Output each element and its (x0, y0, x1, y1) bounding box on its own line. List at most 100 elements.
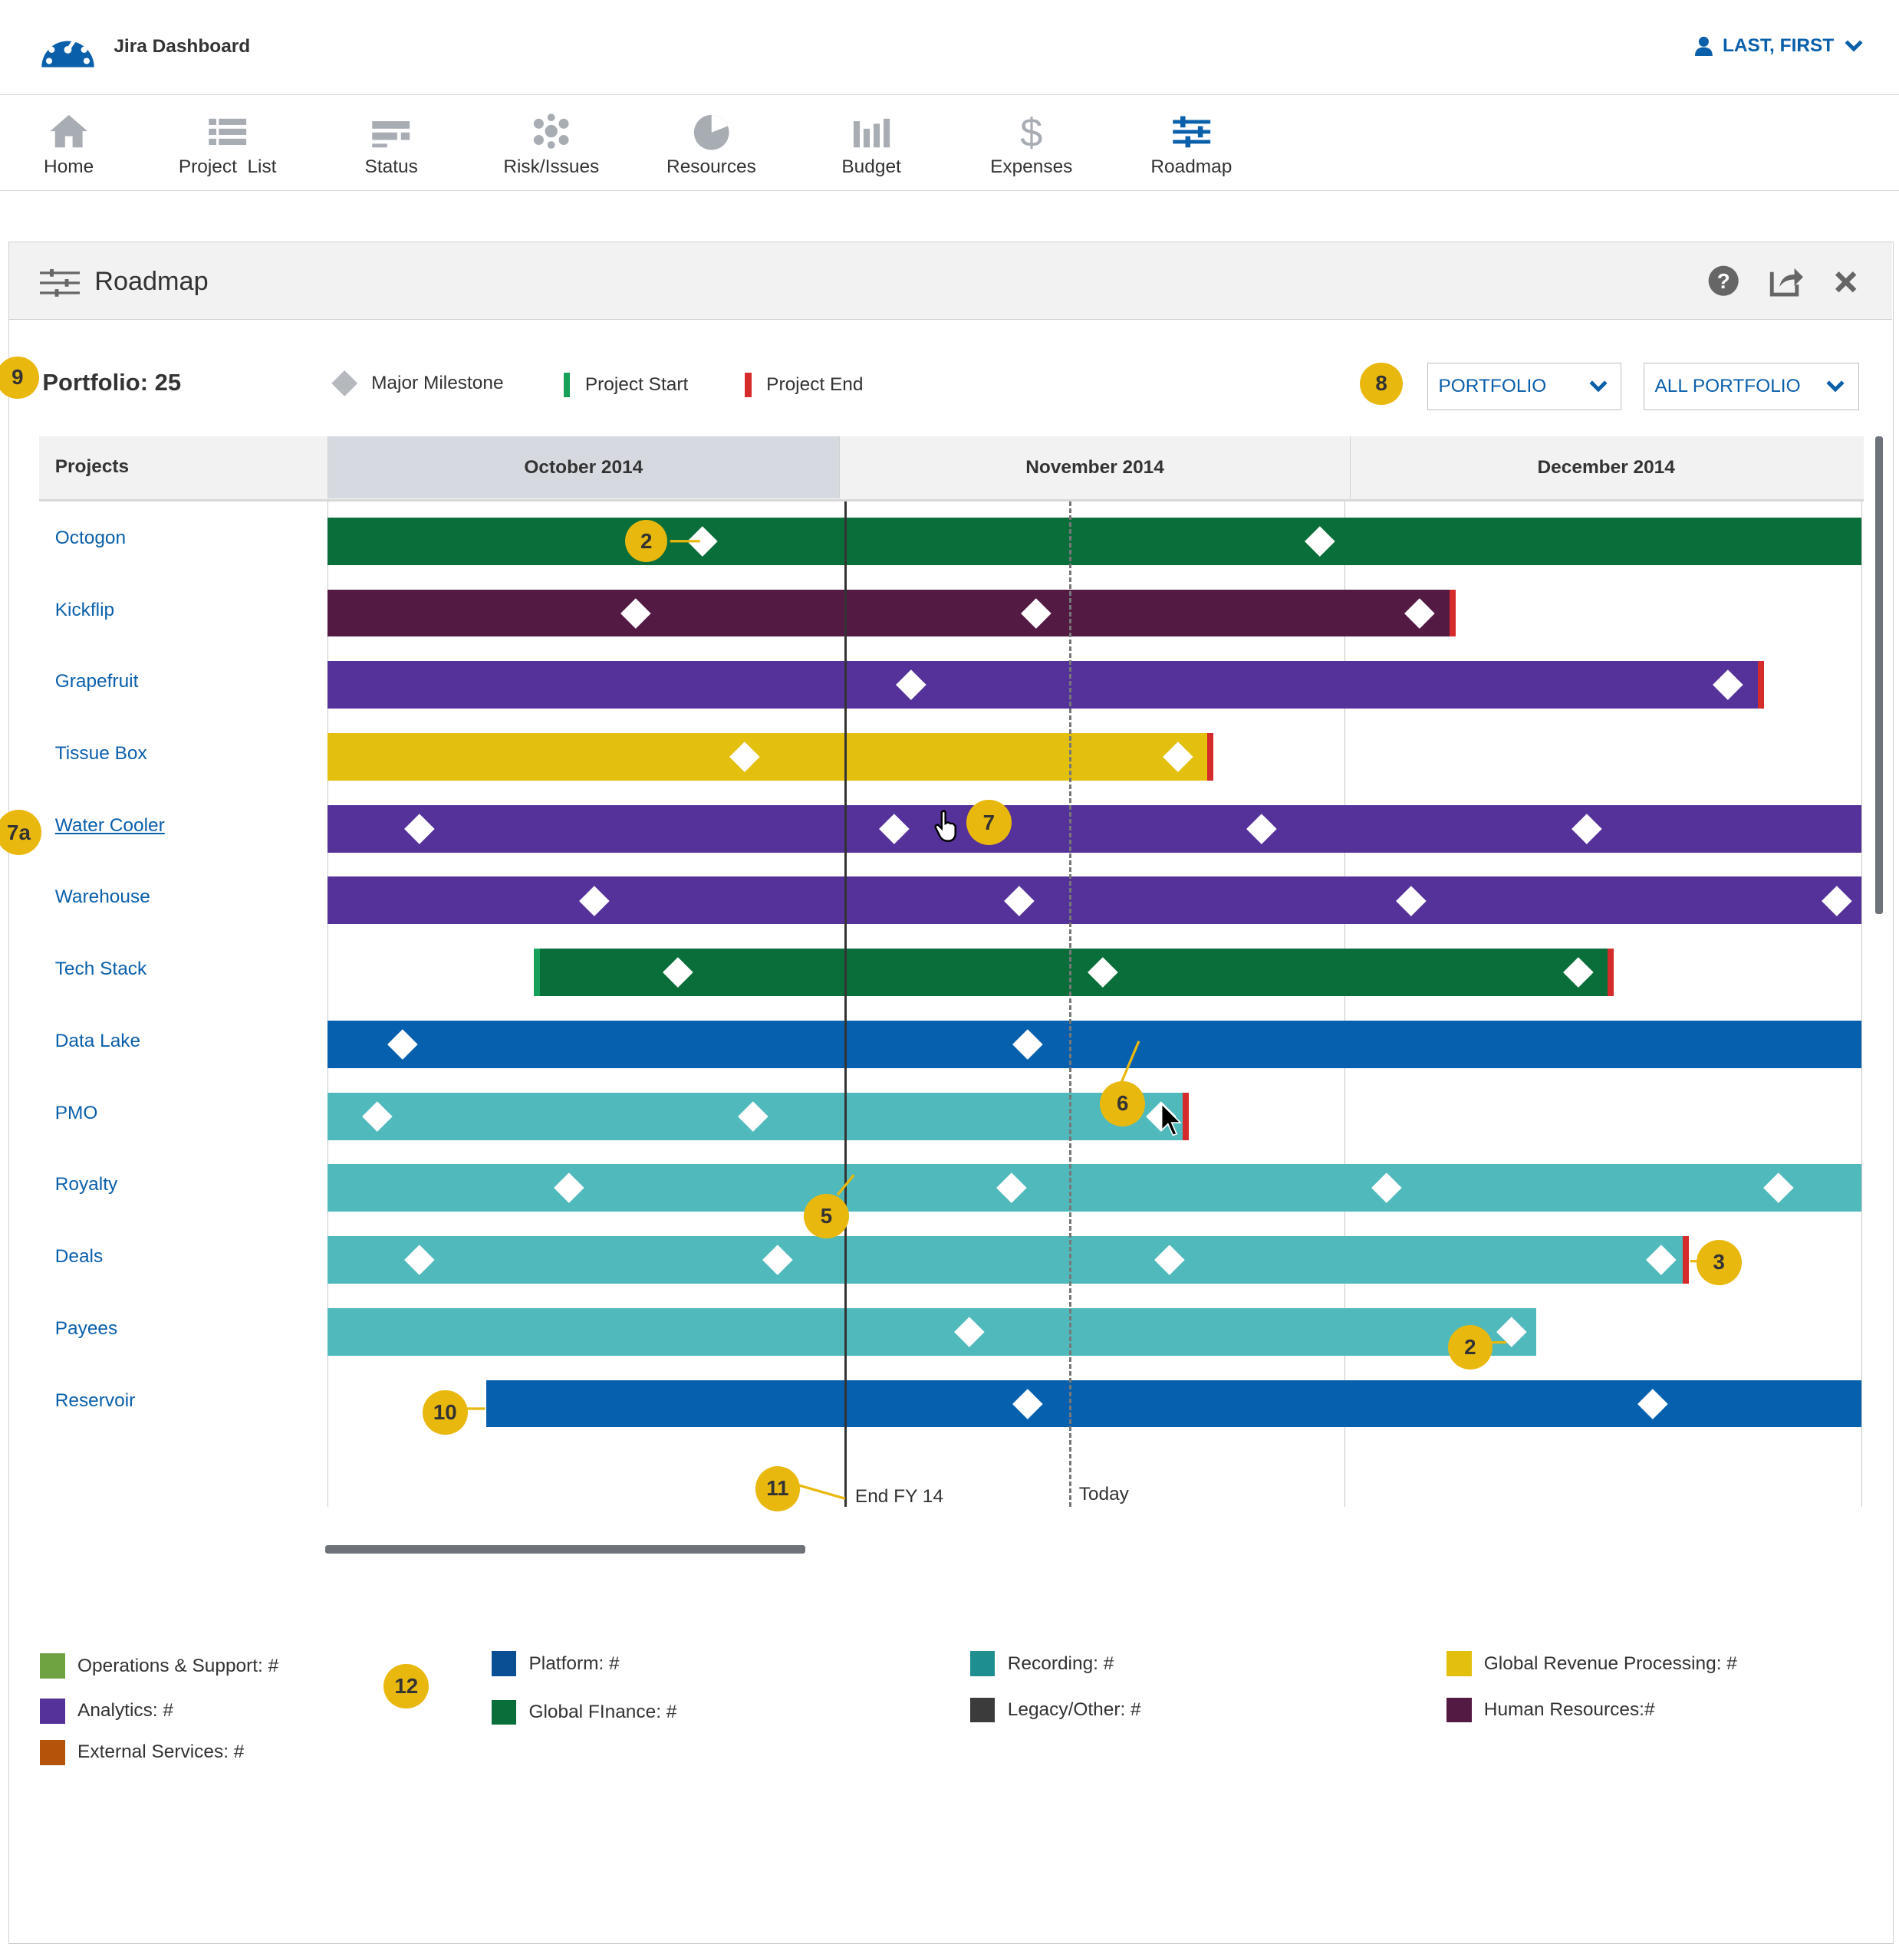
project-bar (327, 589, 1453, 637)
month-november: November 2014 (838, 436, 1351, 499)
project-bar (327, 517, 1862, 565)
category-legend-item: Legacy/Other: # (969, 1697, 1141, 1723)
callout-5: 5 (804, 1193, 849, 1239)
legend-project-start: Project Start (564, 372, 688, 398)
chevron-down-icon (1589, 380, 1608, 393)
callout-2: 2 (625, 520, 668, 563)
project-end-marker (1682, 1236, 1690, 1284)
project-link-octogon[interactable]: Octogon (54, 527, 127, 548)
chevron-down-icon (1845, 40, 1863, 52)
project-link-kickflip[interactable]: Kickflip (54, 599, 115, 620)
list-icon (209, 118, 247, 146)
all-portfolio-select-value: ALL PORTFOLIO (1654, 375, 1801, 396)
project-end-marker (1449, 589, 1456, 637)
nav-project-list-label: Project List (178, 156, 277, 177)
nav-project-list[interactable]: Project List (159, 111, 296, 178)
panel-header: Roadmap ? (9, 242, 1893, 320)
sliders-icon (39, 269, 80, 298)
project-bar (535, 949, 1611, 997)
project-end-marker (1608, 949, 1614, 997)
project-link-data-lake[interactable]: Data Lake (54, 1030, 141, 1051)
horizontal-scrollbar[interactable] (324, 1544, 805, 1554)
project-link-warehouse[interactable]: Warehouse (54, 886, 150, 908)
category-swatch (491, 1699, 517, 1725)
legend-milestone: Major Milestone (331, 370, 504, 397)
end-fy-label: End FY 14 (854, 1486, 943, 1508)
nav-expenses-label: Expenses (990, 156, 1073, 177)
project-bar (327, 876, 1862, 925)
close-icon[interactable] (1835, 271, 1857, 293)
all-portfolio-select[interactable]: ALL PORTFOLIO (1644, 362, 1859, 410)
callout-10: 10 (422, 1389, 468, 1435)
nav-risk-issues[interactable]: Risk/Issues (482, 111, 620, 178)
callout-2: 2 (1447, 1324, 1493, 1370)
category-swatch (969, 1651, 996, 1676)
nav-resources[interactable]: Resources (643, 111, 780, 178)
category-label: Recording: # (1007, 1653, 1114, 1674)
callout-7: 7 (966, 800, 1012, 845)
svg-text:$: $ (1020, 111, 1042, 151)
project-bar (327, 661, 1762, 709)
risk-icon (533, 113, 569, 149)
project-end-marker (1207, 732, 1214, 781)
project-link-royalty[interactable]: Royalty (54, 1174, 118, 1195)
nav-budget[interactable]: Budget (802, 111, 940, 178)
nav-risk-issues-label: Risk/Issues (503, 156, 600, 177)
project-start-marker (533, 949, 540, 997)
project-link-reservoir[interactable]: Reservoir (54, 1389, 136, 1411)
nav-home-label: Home (44, 156, 94, 177)
pie-icon (693, 114, 729, 150)
chevron-down-icon (1826, 380, 1845, 393)
project-link-water-cooler[interactable]: Water Cooler (54, 814, 165, 836)
project-bar (327, 1236, 1687, 1284)
category-swatch (1446, 1697, 1472, 1723)
category-legend-item: Analytics: # (40, 1699, 173, 1724)
home-icon (50, 114, 88, 148)
callout-12: 12 (383, 1663, 429, 1709)
project-bar (327, 804, 1862, 853)
user-menu[interactable]: LAST, FIRST (1695, 35, 1864, 57)
status-icon (372, 121, 410, 148)
category-label: Global FInance: # (528, 1702, 677, 1723)
vertical-scrollbar[interactable] (1875, 436, 1883, 914)
category-label: Global Revenue Processing: # (1483, 1653, 1737, 1674)
user-name: LAST, FIRST (1722, 35, 1835, 56)
category-swatch (491, 1651, 517, 1676)
panel-title: Roadmap (94, 267, 209, 297)
nav-status[interactable]: Status (323, 111, 460, 178)
project-bar (327, 1020, 1862, 1068)
today-line (1069, 501, 1072, 1507)
category-legend-item: Human Resources:# (1446, 1697, 1655, 1723)
portfolio-select[interactable]: PORTFOLIO (1427, 362, 1622, 410)
nav-roadmap-label: Roadmap (1150, 156, 1233, 177)
help-icon[interactable]: ? (1707, 265, 1739, 297)
share-icon[interactable] (1769, 265, 1805, 297)
nav-roadmap[interactable]: Roadmap (1123, 111, 1260, 178)
month-gridline (1861, 501, 1862, 1507)
roadmap-panel: Roadmap ? (8, 241, 1894, 1944)
category-legend-item: Recording: # (969, 1651, 1114, 1676)
hand-cursor-icon (934, 810, 956, 843)
project-link-grapefruit[interactable]: Grapefruit (54, 671, 139, 692)
nav-expenses[interactable]: $ Expenses (963, 111, 1100, 178)
callout-7a: 7a (0, 810, 41, 855)
nav-home[interactable]: Home (0, 111, 137, 178)
project-link-pmo[interactable]: PMO (54, 1102, 98, 1123)
category-swatch (40, 1653, 65, 1679)
top-bar: Jira Dashboard LAST, FIRST (0, 0, 1899, 95)
portfolio-count: Portfolio: 25 (42, 368, 182, 396)
project-link-tech-stack[interactable]: Tech Stack (54, 959, 147, 980)
milestone-diamond-icon (331, 370, 358, 397)
category-swatch (40, 1699, 65, 1724)
category-legend-item: Global Revenue Processing: # (1446, 1651, 1737, 1676)
project-link-payees[interactable]: Payees (54, 1317, 118, 1339)
category-swatch (1446, 1651, 1472, 1676)
project-end-marker (1182, 1092, 1189, 1140)
month-gridline (327, 501, 328, 1507)
project-link-deals[interactable]: Deals (54, 1246, 104, 1268)
app-title: Jira Dashboard (114, 36, 251, 58)
project-link-tissue-box[interactable]: Tissue Box (54, 743, 147, 765)
project-bar (327, 732, 1212, 781)
portfolio-select-value: PORTFOLIO (1438, 375, 1547, 396)
category-legend-item: Platform: # (491, 1651, 620, 1676)
